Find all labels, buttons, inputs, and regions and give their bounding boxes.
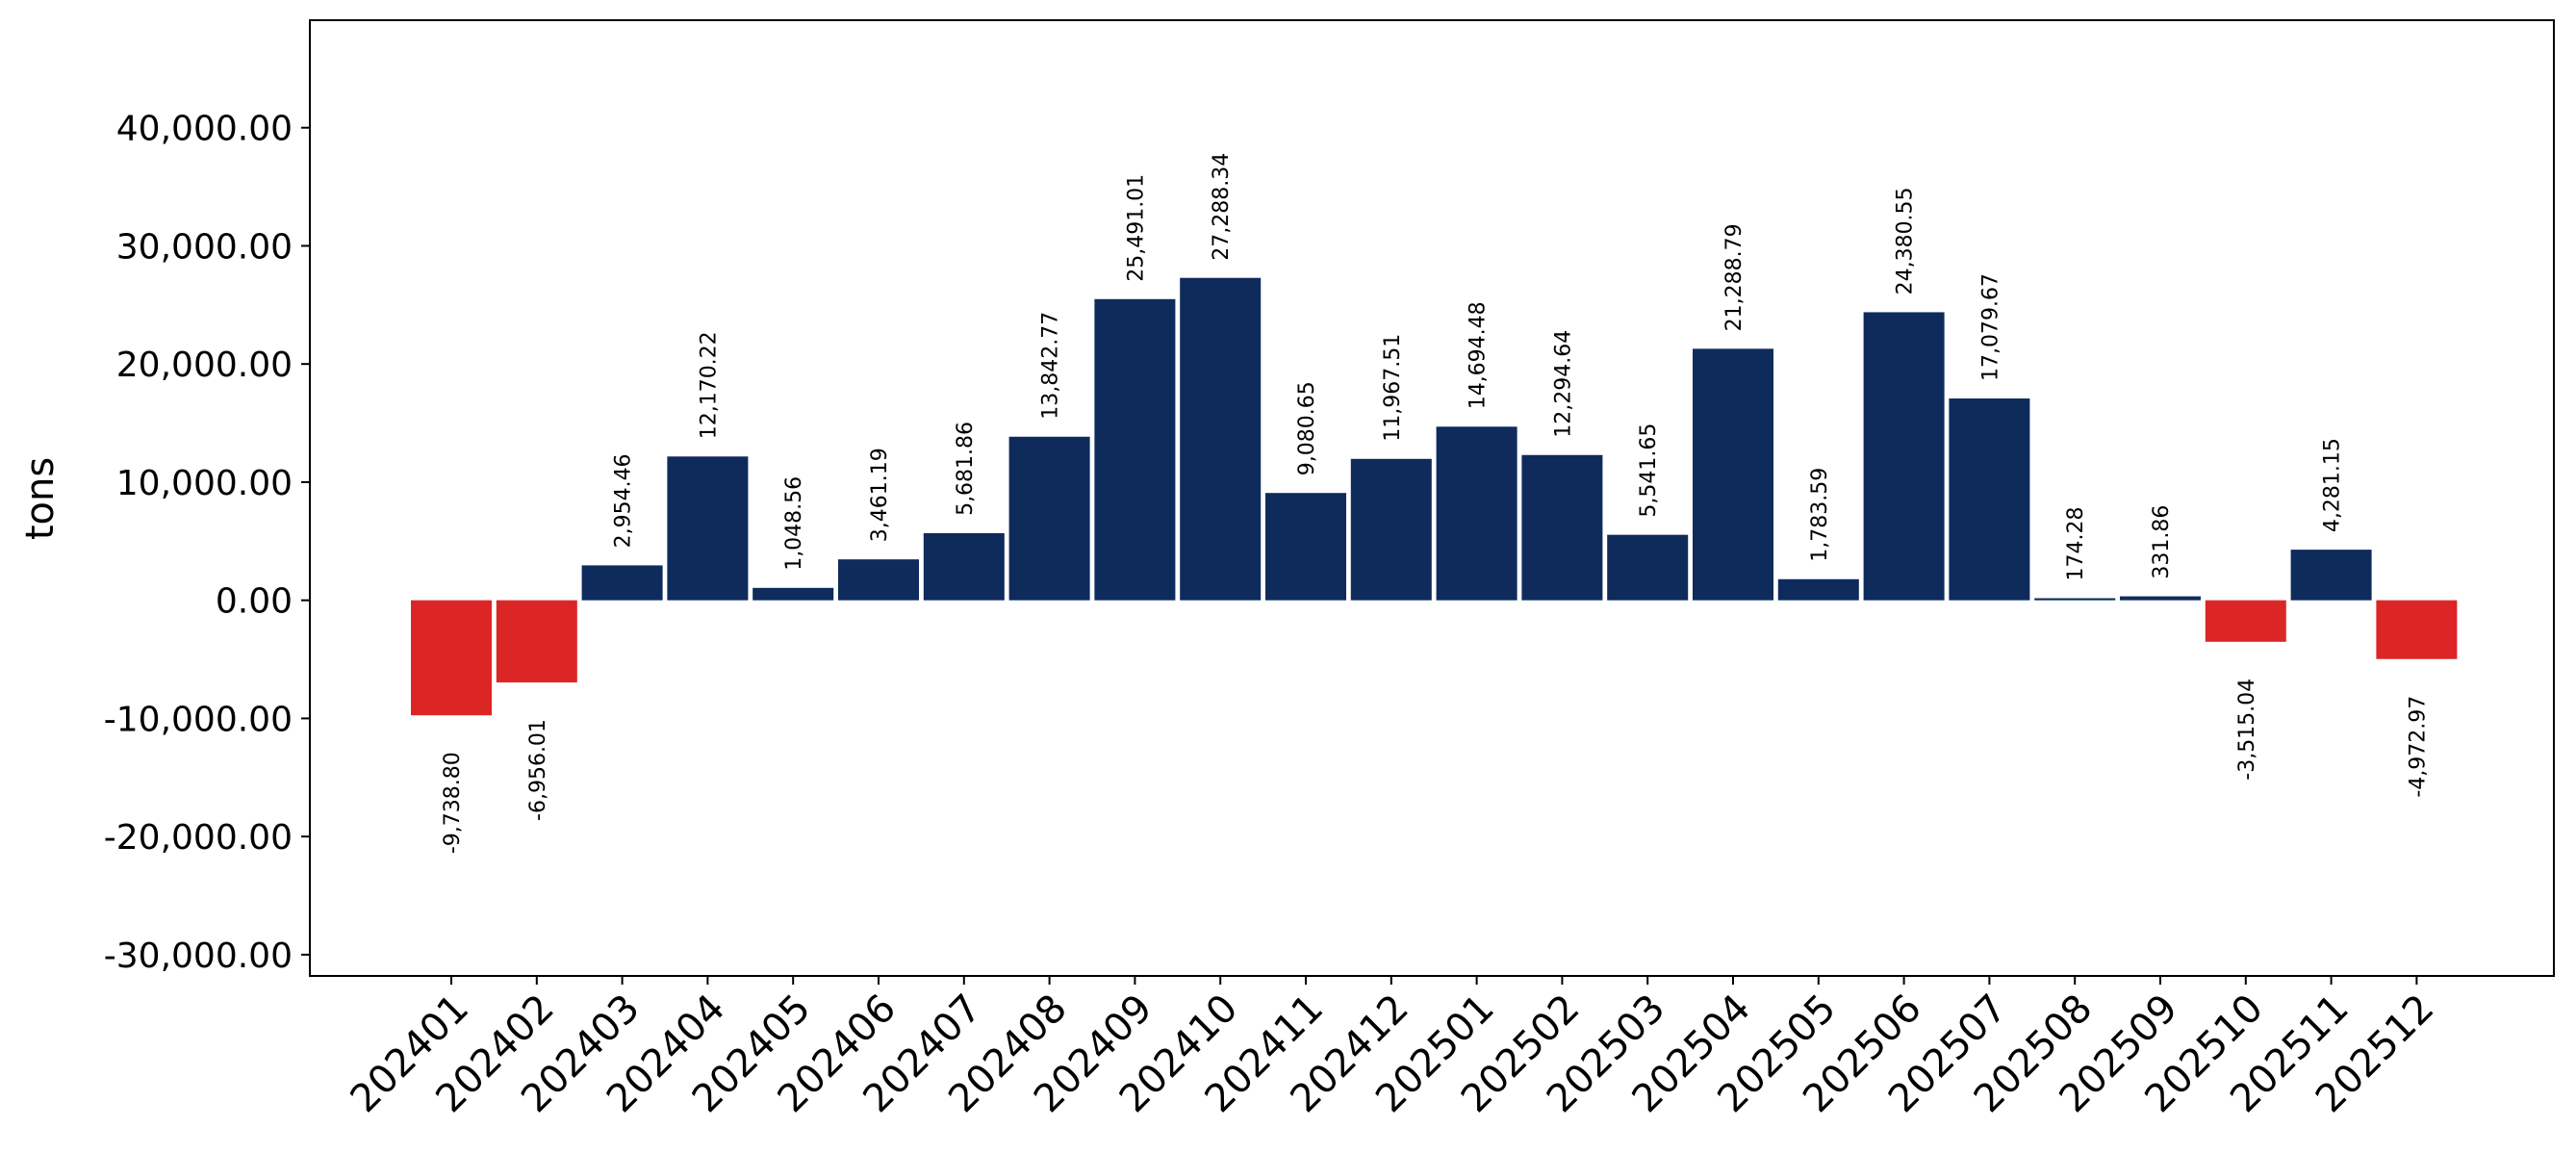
bar-202403 bbox=[581, 565, 663, 601]
bar-202405 bbox=[752, 587, 834, 601]
y-axis: -30,000.00 -20,000.00 -10,000.00 0.00 10,000… bbox=[104, 110, 310, 976]
bar-202512 bbox=[2376, 600, 2458, 659]
y-tick-label: 30,000.00 bbox=[116, 227, 293, 267]
data-label-202412: 11,967.51 bbox=[1381, 334, 1405, 442]
data-label-202403: 2,954.46 bbox=[612, 453, 636, 548]
data-label-202408: 13,842.77 bbox=[1039, 312, 1063, 420]
data-labels-group: -9,738.80 -6,956.01 2,954.46 12,170.22 1,048… bbox=[441, 153, 2430, 854]
bar-202504 bbox=[1693, 348, 1773, 601]
y-tick-label: -20,000.00 bbox=[104, 818, 293, 858]
y-tick-label: 0.00 bbox=[216, 582, 293, 622]
bar-202404 bbox=[667, 456, 749, 601]
y-axis-title: tons bbox=[18, 457, 63, 540]
data-label-202409: 25,491.01 bbox=[1124, 174, 1148, 282]
bar-202407 bbox=[923, 532, 1005, 601]
data-label-202404: 12,170.22 bbox=[697, 331, 721, 439]
y-tick-label: -10,000.00 bbox=[104, 700, 293, 739]
x-axis: 2024012024022024032024042024052024062024… bbox=[343, 976, 2442, 1121]
y-tick-label: 20,000.00 bbox=[116, 346, 293, 385]
bar-202411 bbox=[1265, 493, 1346, 601]
data-label-202504: 21,288.79 bbox=[1722, 223, 1747, 331]
data-label-202502: 12,294.64 bbox=[1551, 330, 1575, 438]
bar-202401 bbox=[411, 600, 492, 716]
plot-frame bbox=[309, 19, 2555, 977]
data-label-202505: 1,783.59 bbox=[1808, 468, 1832, 562]
data-label-202406: 3,461.19 bbox=[868, 448, 892, 542]
bar-202511 bbox=[2290, 550, 2372, 601]
bar-202409 bbox=[1094, 298, 1176, 601]
bar-202506 bbox=[1863, 312, 1945, 601]
bar-202502 bbox=[1521, 454, 1603, 601]
y-tick-label: 10,000.00 bbox=[116, 464, 293, 503]
data-label-202510: -3,515.04 bbox=[2235, 679, 2259, 781]
data-label-202401: -9,738.80 bbox=[441, 752, 465, 854]
data-label-202402: -6,956.01 bbox=[526, 719, 550, 821]
bar-202406 bbox=[838, 559, 919, 601]
data-label-202506: 24,380.55 bbox=[1894, 187, 1918, 295]
bars-group bbox=[411, 277, 2458, 716]
data-label-202509: 331.86 bbox=[2150, 505, 2174, 579]
bar-202501 bbox=[1436, 426, 1518, 601]
bar-202503 bbox=[1607, 534, 1689, 601]
data-label-202508: 174.28 bbox=[2064, 507, 2088, 581]
bar-202412 bbox=[1350, 458, 1432, 601]
y-tick-label: -30,000.00 bbox=[104, 936, 293, 976]
data-label-202407: 5,681.86 bbox=[954, 422, 978, 516]
bar-202507 bbox=[1949, 398, 2030, 601]
bar-202505 bbox=[1777, 578, 1859, 601]
data-label-202411: 9,080.65 bbox=[1295, 381, 1319, 475]
data-label-202507: 17,079.67 bbox=[1978, 273, 2002, 381]
data-label-202503: 5,541.65 bbox=[1637, 423, 1661, 518]
bar-202508 bbox=[2034, 598, 2116, 601]
bar-202410 bbox=[1180, 277, 1262, 601]
data-label-202410: 27,288.34 bbox=[1210, 153, 1234, 261]
data-label-202501: 14,694.48 bbox=[1467, 301, 1491, 409]
y-tick-label: 40,000.00 bbox=[116, 110, 293, 149]
bar-202402 bbox=[496, 600, 577, 683]
bar-202509 bbox=[2120, 596, 2201, 601]
bar-202408 bbox=[1008, 436, 1090, 601]
data-label-202511: 4,281.15 bbox=[2321, 438, 2345, 532]
bar-202510 bbox=[2205, 600, 2286, 642]
data-label-202512: -4,972.97 bbox=[2406, 696, 2430, 798]
data-label-202405: 1,048.56 bbox=[782, 476, 806, 571]
